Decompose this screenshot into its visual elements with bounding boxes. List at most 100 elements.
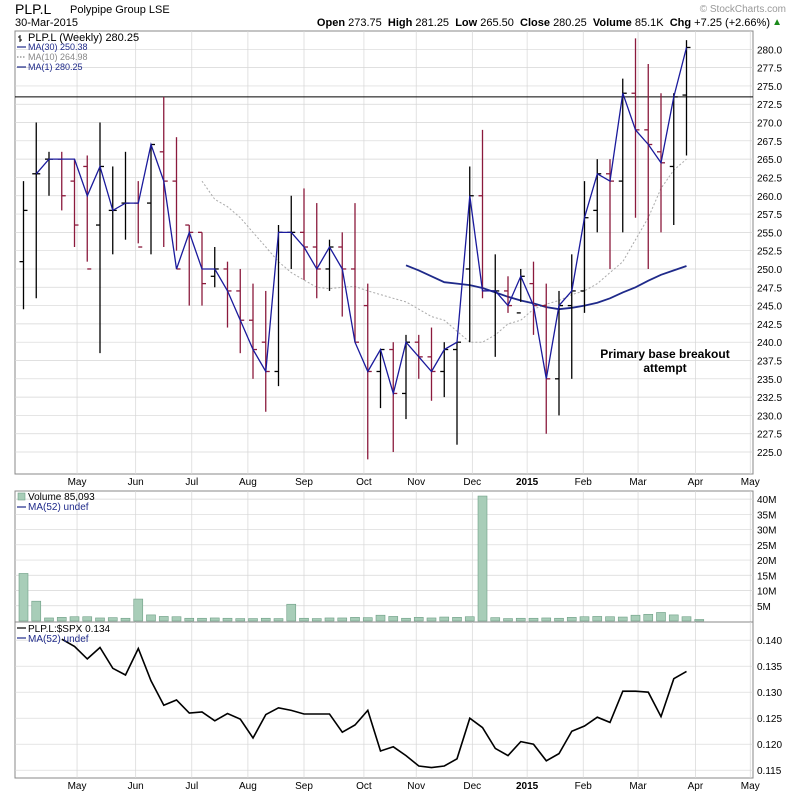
ratio-x-tick-label: 2015 bbox=[516, 781, 539, 792]
ratio-x-tick-label: Aug bbox=[239, 781, 257, 792]
price-tick-label: 235.0 bbox=[757, 375, 782, 386]
volume-bar bbox=[681, 616, 692, 622]
close-value: 280.25 bbox=[553, 17, 587, 29]
volume-bar bbox=[133, 598, 144, 622]
ma10-series bbox=[201, 158, 687, 343]
volume-bar bbox=[643, 613, 654, 622]
ratio-x-tick-label: Feb bbox=[575, 781, 593, 792]
price-tick-label: 265.0 bbox=[757, 155, 782, 166]
volume-bar bbox=[426, 617, 437, 622]
volume-bar bbox=[503, 618, 513, 622]
exchange-name: LSE bbox=[148, 4, 170, 16]
ratio-x-tick-label: Dec bbox=[463, 781, 481, 792]
quote-summary: Open 273.75 High 281.25 Low 265.50 Close… bbox=[317, 17, 770, 29]
volume-value: 85.1K bbox=[634, 17, 664, 29]
volume-tick-label: 10M bbox=[757, 587, 776, 598]
volume-bar bbox=[566, 617, 577, 622]
price-tick-label: 275.0 bbox=[757, 82, 782, 93]
header-company: Polypipe Group LSE bbox=[70, 4, 170, 16]
volume-bar bbox=[401, 617, 411, 622]
volume-tick-label: 40M bbox=[757, 495, 776, 506]
volume-bar bbox=[337, 617, 348, 622]
ma10-line bbox=[201, 158, 687, 343]
ratio-tick-label: 0.115 bbox=[757, 766, 782, 777]
volume-bar bbox=[324, 617, 335, 622]
up-arrow-icon: ▲ bbox=[772, 17, 782, 28]
price-tick-label: 252.5 bbox=[757, 247, 782, 258]
price-x-tick-label: Mar bbox=[629, 477, 647, 488]
ratio-tick-label: 0.130 bbox=[757, 688, 782, 699]
ratio-legend-entry: MA(52) undef bbox=[28, 634, 89, 645]
open-label: Open bbox=[316, 17, 346, 29]
price-tick-label: 242.5 bbox=[757, 320, 782, 331]
ratio-x-tick-label: Nov bbox=[407, 781, 425, 792]
low-label: Low bbox=[455, 17, 478, 29]
volume-panel: 5M 10M 15M 20M 25M 30M 35M 40M Volume 85,093MA(… bbox=[14, 490, 776, 623]
volume-legend-entry: MA(52) undef bbox=[28, 502, 89, 513]
volume-bar bbox=[350, 617, 360, 622]
volume-bar bbox=[286, 603, 297, 622]
ratio-x-tick-label: Oct bbox=[356, 781, 372, 792]
ratio-tick-label: 0.125 bbox=[757, 714, 782, 725]
close-label: Close bbox=[520, 17, 550, 29]
price-x-tick-label: May bbox=[741, 477, 760, 488]
volume-bar bbox=[69, 616, 80, 622]
ratio-tick-label: 0.135 bbox=[757, 662, 782, 673]
chg-value: +7.25 (+2.66%) bbox=[694, 17, 770, 29]
price-x-tick-label: Aug bbox=[239, 477, 257, 488]
ohlc-bar bbox=[529, 261, 538, 335]
volume-bar bbox=[44, 617, 54, 622]
volume-bar bbox=[490, 617, 501, 622]
price-y-axis: 225.0 227.5 230.0 232.5 235.0 237.5 240.0 242.5… bbox=[757, 45, 782, 459]
ratio-grid bbox=[15, 622, 753, 778]
volume-bar bbox=[579, 616, 590, 622]
ohlc-bar bbox=[70, 159, 79, 248]
volume-bar bbox=[171, 616, 182, 622]
price-tick-label: 257.5 bbox=[757, 210, 782, 221]
company-name: Polypipe Group bbox=[70, 4, 146, 16]
volume-grid bbox=[15, 491, 753, 622]
price-tick-label: 227.5 bbox=[757, 430, 782, 441]
volume-bar bbox=[439, 616, 450, 622]
volume-bar bbox=[299, 617, 309, 622]
volume-bar bbox=[630, 614, 641, 622]
ratio-line bbox=[61, 638, 687, 769]
price-tick-label: 247.5 bbox=[757, 283, 782, 294]
ohlc-bar bbox=[453, 341, 461, 445]
volume-bar bbox=[248, 618, 258, 622]
ratio-x-tick-label: May bbox=[68, 781, 87, 792]
volume-tick-label: 35M bbox=[757, 510, 776, 521]
price-tick-label: 230.0 bbox=[757, 411, 782, 422]
volume-tick-label: 25M bbox=[757, 541, 776, 552]
price-x-tick-label: Sep bbox=[295, 477, 313, 488]
volume-bar bbox=[605, 616, 615, 622]
ratio-x-axis: May Jun Jul Aug Sep Oct Nov Dec 2015 Feb Mar Apr May bbox=[68, 781, 760, 792]
price-grid bbox=[15, 31, 753, 474]
price-tick-label: 245.0 bbox=[757, 302, 782, 313]
price-x-tick-label: May bbox=[68, 477, 87, 488]
price-x-tick-label: 2015 bbox=[516, 477, 539, 488]
ratio-panel: 0.115 0.120 0.125 0.130 0.135 0.140 PLP.L:$SP… bbox=[14, 621, 782, 779]
volume-bar bbox=[18, 573, 29, 622]
ratio-y-axis: 0.115 0.120 0.125 0.130 0.135 0.140 bbox=[757, 636, 782, 777]
price-tick-label: 267.5 bbox=[757, 137, 782, 148]
volume-bar bbox=[273, 618, 284, 622]
ratio-x-tick-label: Apr bbox=[688, 781, 704, 792]
volume-tick-label: 20M bbox=[757, 556, 776, 567]
ma1-line bbox=[35, 47, 688, 397]
ratio-tick-label: 0.120 bbox=[757, 740, 782, 751]
volume-legend-entry: Volume 85,093 bbox=[28, 492, 95, 503]
ohlc-bar bbox=[19, 181, 28, 310]
chg-label: Chg bbox=[669, 17, 692, 29]
volume-bar bbox=[82, 616, 93, 622]
ratio-x-tick-label: May bbox=[741, 781, 760, 792]
volume-bar bbox=[260, 617, 271, 622]
volume-bar bbox=[464, 616, 475, 622]
volume-bar bbox=[362, 617, 373, 622]
volume-label: Volume bbox=[592, 17, 632, 29]
volume-bar bbox=[235, 618, 246, 622]
volume-bar bbox=[668, 614, 679, 622]
price-tick-label: 277.5 bbox=[757, 64, 782, 75]
